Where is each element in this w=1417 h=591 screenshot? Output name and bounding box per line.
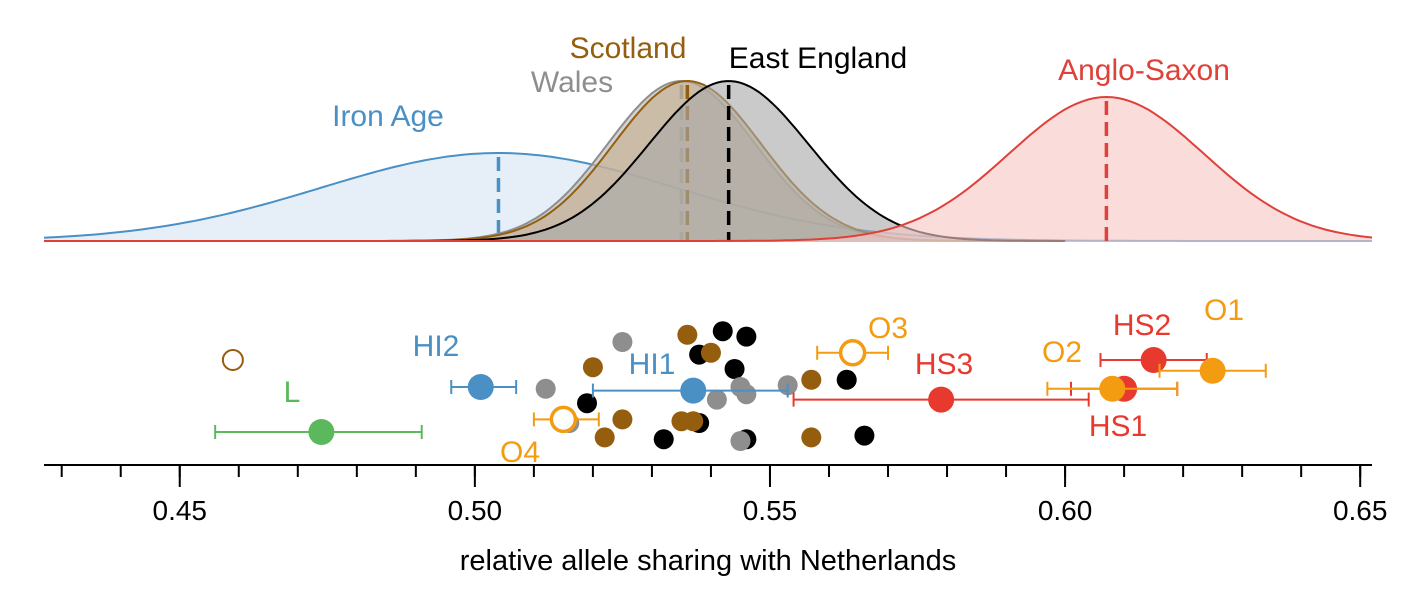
- density-curve-anglo-saxon: [44, 95, 1373, 242]
- point-label: HS3: [915, 348, 973, 381]
- point-label: HS2: [1113, 309, 1171, 342]
- density-label-wales: Wales: [531, 66, 613, 99]
- sample-point: [700, 342, 721, 363]
- sample-point: [736, 384, 757, 405]
- labeled-point-hs3: HS3: [792, 348, 1090, 413]
- sample-point: [836, 369, 857, 390]
- point-label: HI2: [413, 330, 460, 363]
- sample-point: [577, 393, 598, 414]
- x-tick-label: 0.50: [448, 495, 503, 526]
- point-label: O3: [868, 312, 908, 345]
- sample-point: [612, 409, 633, 430]
- x-axis: 0.45 0.50 0.55 0.60 0.65: [44, 464, 1388, 526]
- labeled-point-o3: O3: [816, 312, 908, 367]
- labeled-point-hs2: HS2: [1099, 309, 1208, 373]
- sample-point: [801, 369, 822, 390]
- point-marker: [308, 419, 335, 445]
- density-label-scotland: Scotland: [570, 32, 687, 65]
- point-label: O4: [500, 436, 540, 469]
- sample-point: [677, 324, 698, 345]
- labeled-point-l: L: [214, 376, 423, 445]
- point-marker: [680, 377, 707, 404]
- point-label: HS1: [1089, 410, 1147, 443]
- sample-point: [683, 411, 704, 432]
- point-marker: [928, 386, 955, 413]
- point-label: L: [284, 376, 301, 409]
- x-axis-title: relative allele sharing with Netherlands: [460, 545, 956, 577]
- point-marker: [838, 339, 867, 367]
- point-marker: [1140, 347, 1167, 373]
- density-label-anglo-saxon: Anglo-Saxon: [1058, 54, 1230, 87]
- labeled-point-o1: O1: [1158, 294, 1267, 384]
- sample-point: [712, 321, 733, 342]
- point-marker: [467, 374, 494, 400]
- density-label-iron-age: Iron Age: [332, 100, 444, 133]
- labeled-point-hi1: HI1: [591, 348, 789, 404]
- labeled-point-hi2: HI2: [413, 330, 518, 400]
- sample-point: [535, 378, 556, 399]
- point-marker: [1099, 375, 1126, 402]
- density-panel: [43, 79, 1373, 242]
- point-label: HI1: [629, 348, 676, 381]
- x-tick-label: 0.55: [743, 495, 798, 526]
- density-fill-east-england: [44, 81, 1066, 242]
- labeled-point-o4: O4: [500, 405, 600, 469]
- point-label: O2: [1042, 336, 1082, 369]
- sample-point: [730, 431, 751, 451]
- labeled-point-o2: O2: [1042, 336, 1179, 402]
- sample-point: [736, 326, 757, 347]
- sample-point: [582, 357, 603, 378]
- sample-point: [612, 332, 633, 352]
- density-fill-anglo-saxon: [44, 97, 1372, 242]
- sample-point: [594, 427, 615, 448]
- point-marker: [549, 405, 578, 434]
- sample-point: [221, 349, 244, 371]
- x-tick-label: 0.65: [1333, 495, 1388, 526]
- sample-point: [653, 429, 674, 450]
- x-tick-label: 0.60: [1038, 495, 1093, 526]
- sample-point: [854, 425, 875, 446]
- sample-point: [724, 359, 745, 379]
- point-marker: [1199, 357, 1226, 384]
- point-label: O1: [1204, 294, 1244, 327]
- sample-point: [801, 427, 822, 448]
- sample-point: [706, 389, 727, 410]
- x-tick-label: 0.45: [153, 495, 208, 526]
- density-label-east-england: East England: [729, 42, 907, 75]
